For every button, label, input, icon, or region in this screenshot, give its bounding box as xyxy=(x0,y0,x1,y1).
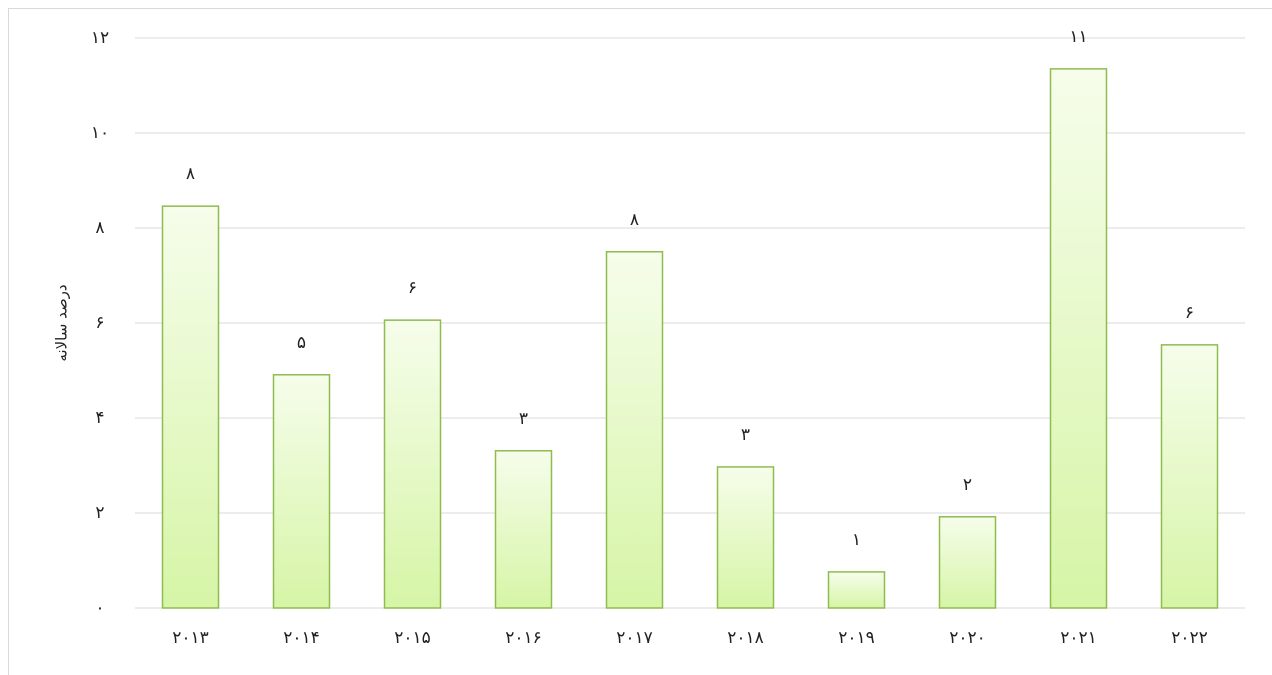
data-label: ۸ xyxy=(186,164,195,184)
x-tick-label: ۲۰۱۳ xyxy=(172,628,209,648)
y-tick-label: ۱۰ xyxy=(91,123,109,143)
y-tick-label: ۸ xyxy=(95,218,104,238)
bar xyxy=(716,466,775,609)
data-label: ۳ xyxy=(519,409,528,429)
x-tick-label: ۲۰۲۰ xyxy=(949,628,986,648)
x-tick-label: ۲۰۱۸ xyxy=(727,628,764,648)
data-label: ۲ xyxy=(963,475,972,495)
data-label: ۳ xyxy=(741,425,750,445)
data-label: ۶ xyxy=(1185,303,1194,323)
y-tick-label: ۲ xyxy=(95,503,104,523)
data-label: ۶ xyxy=(408,278,417,298)
bar xyxy=(272,374,331,609)
x-tick-label: ۲۰۲۲ xyxy=(1171,628,1208,648)
bar xyxy=(1049,68,1108,609)
data-label: ۱۱ xyxy=(1069,27,1087,47)
bar xyxy=(161,205,220,609)
data-label: ۵ xyxy=(297,333,306,353)
y-axis-label: درصد سالانه xyxy=(53,284,71,361)
bar xyxy=(605,251,664,609)
data-label: ۸ xyxy=(630,210,639,230)
x-tick-label: ۲۰۲۱ xyxy=(1060,628,1097,648)
x-tick-label: ۲۰۱۷ xyxy=(616,628,653,648)
y-tick-label: ۴ xyxy=(95,408,104,428)
x-tick-label: ۲۰۱۹ xyxy=(838,628,875,648)
bar xyxy=(938,516,997,609)
y-tick-label: ۱۲ xyxy=(91,28,109,48)
x-tick-label: ۲۰۱۵ xyxy=(394,628,431,648)
bar xyxy=(383,319,442,609)
chart-frame xyxy=(8,8,1272,675)
bar xyxy=(827,571,886,609)
y-tick-label: ۰ xyxy=(95,598,104,618)
data-label: ۱ xyxy=(852,530,861,550)
bar xyxy=(1160,344,1219,609)
x-tick-label: ۲۰۱۴ xyxy=(283,628,320,648)
y-tick-label: ۶ xyxy=(95,313,104,333)
x-tick-label: ۲۰۱۶ xyxy=(505,628,542,648)
bar xyxy=(494,450,553,609)
